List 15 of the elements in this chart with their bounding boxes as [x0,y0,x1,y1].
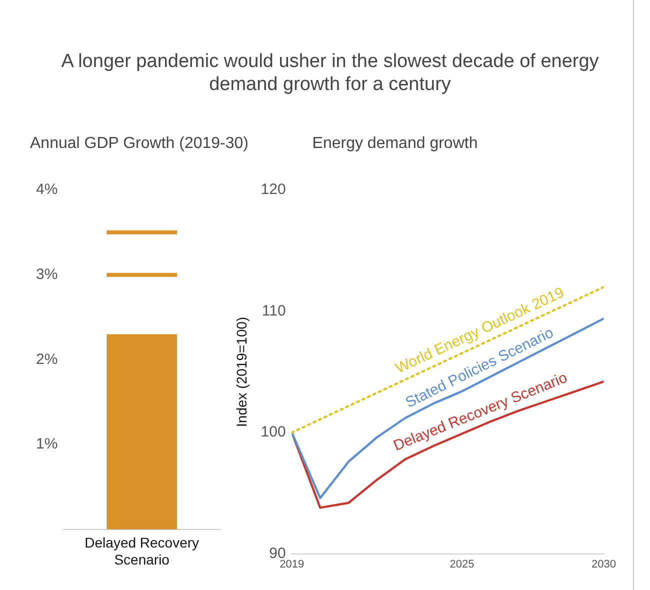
chart-title: Energy demand growth [312,135,478,152]
y-tick-label: 110 [262,302,286,320]
x-tick-label: 2030 [592,558,616,570]
text: A longer pandemic would usher in the slowest decade of energy demand growth for a century [60,50,600,96]
x-tick-label: 2025 [450,558,474,570]
y-tick-label: 3% [36,266,58,283]
y-tick-label: 100 [260,424,286,441]
y-axis-title: Index (2019=100) [233,316,250,427]
y-tick-label: 120 [260,181,286,198]
y-tick-label: 1% [36,436,58,453]
y-tick-label: 4% [36,181,58,198]
chart-subtitle: Annual GDP Growth (2019-30) [30,135,248,154]
y-tick-label: 2% [36,350,58,368]
x-tick-label: 2019 [280,558,304,570]
x-tick-label: Delayed Recovery Scenario [84,534,200,568]
